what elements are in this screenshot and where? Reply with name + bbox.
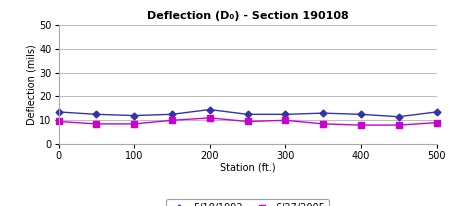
6/27/2005 (94, 123, 99, 125)
Title: Deflection (D₀) - Section 190108: Deflection (D₀) - Section 190108 (147, 11, 348, 21)
6/27/2005 (283, 119, 288, 122)
5/18/1993 (320, 112, 326, 114)
5/18/1993 (56, 111, 61, 113)
5/18/1993 (131, 114, 137, 117)
6/27/2005 (245, 120, 250, 123)
Y-axis label: Deflection (mils): Deflection (mils) (27, 44, 36, 125)
Line: 5/18/1993: 5/18/1993 (56, 107, 439, 119)
6/27/2005 (207, 117, 212, 119)
Line: 6/27/2005: 6/27/2005 (56, 115, 439, 128)
Legend: 5/18/1993, 6/27/2005: 5/18/1993, 6/27/2005 (166, 199, 329, 206)
6/27/2005 (358, 124, 364, 126)
6/27/2005 (434, 122, 439, 124)
5/18/1993 (283, 113, 288, 116)
5/18/1993 (434, 111, 439, 113)
6/27/2005 (131, 123, 137, 125)
6/27/2005 (396, 124, 401, 126)
6/27/2005 (320, 123, 326, 125)
5/18/1993 (245, 113, 250, 116)
5/18/1993 (207, 108, 212, 111)
5/18/1993 (396, 116, 401, 118)
5/18/1993 (94, 113, 99, 116)
X-axis label: Station (ft.): Station (ft.) (220, 163, 275, 173)
6/27/2005 (56, 120, 61, 123)
6/27/2005 (169, 119, 175, 122)
5/18/1993 (358, 113, 364, 116)
5/18/1993 (169, 113, 175, 116)
